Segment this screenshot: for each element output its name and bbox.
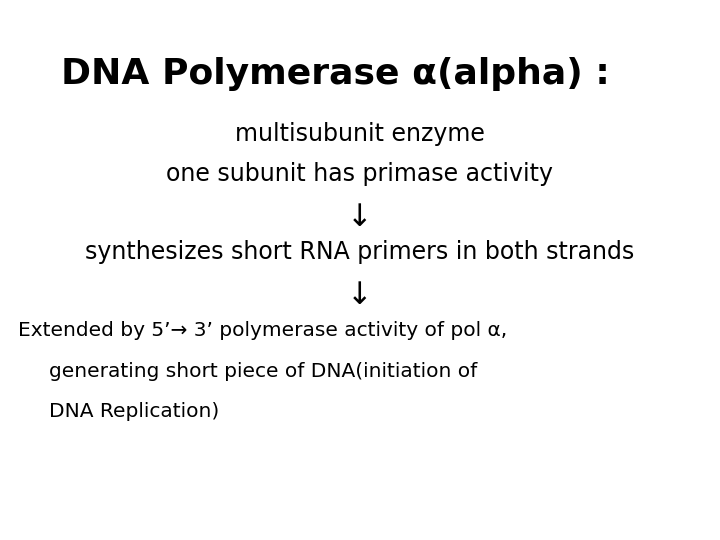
Text: one subunit has primase activity: one subunit has primase activity bbox=[166, 162, 554, 186]
Text: ↓: ↓ bbox=[347, 202, 373, 232]
Text: multisubunit enzyme: multisubunit enzyme bbox=[235, 122, 485, 145]
Text: Extended by 5’→ 3’ polymerase activity of pol α,: Extended by 5’→ 3’ polymerase activity o… bbox=[18, 321, 508, 340]
Text: synthesizes short RNA primers in both strands: synthesizes short RNA primers in both st… bbox=[86, 240, 634, 264]
Text: ↓: ↓ bbox=[347, 281, 373, 310]
Text: DNA Replication): DNA Replication) bbox=[49, 402, 219, 421]
Text: generating short piece of DNA(initiation of: generating short piece of DNA(initiation… bbox=[49, 362, 477, 381]
Text: DNA Polymerase α(alpha) :: DNA Polymerase α(alpha) : bbox=[61, 57, 610, 91]
